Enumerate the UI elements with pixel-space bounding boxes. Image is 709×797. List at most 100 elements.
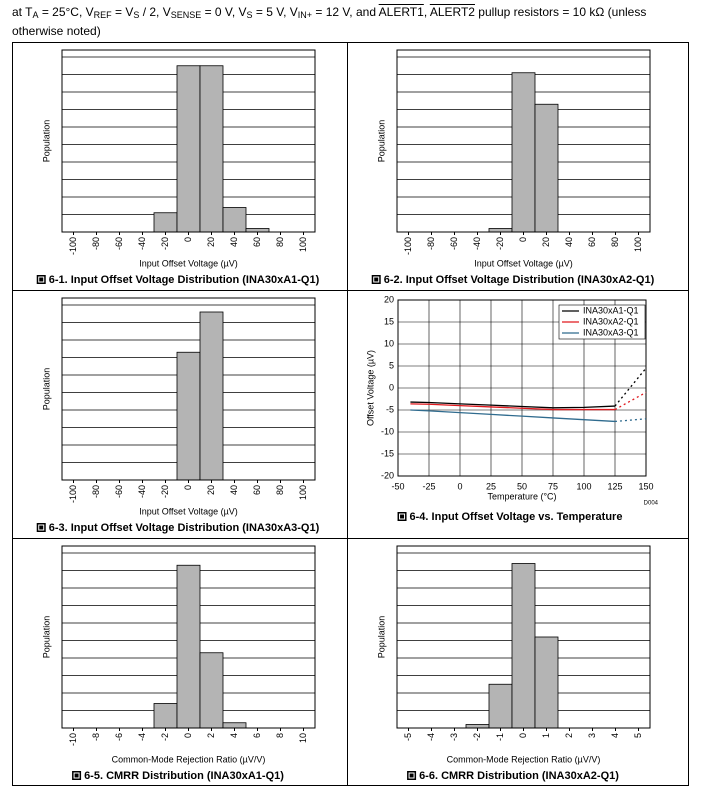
x-axis-label: Temperature (°C) [487,491,556,501]
x-tick-label: -40 [472,237,482,250]
x-tick-label: 20 [206,237,216,247]
header-text: ALERT1 [378,5,424,19]
figure-caption: 6-6. CMRR Distribution (INA30xA2-Q1) [419,770,619,782]
figure-icon-inner [73,772,80,779]
y-tick-label: -15 [381,448,394,458]
x-tick-label: 75 [548,481,558,491]
header-text: = 5 V, V [252,5,298,19]
x-axis-label: Input Offset Voltage (µV) [474,258,573,268]
x-tick-label: 125 [607,481,622,491]
x-tick-label: -20 [495,237,505,250]
bar [222,207,247,233]
x-tick-label: 60 [252,485,262,495]
y-axis-label: Population [41,368,51,411]
bar [176,65,201,233]
y-tick-label: -10 [381,426,394,436]
data-line [410,403,615,411]
x-tick-label: 100 [298,485,308,500]
y-tick-label: 0 [389,382,394,392]
header-text: / 2, V [139,5,171,19]
extrapolated-line [614,367,647,407]
x-tick-label: -60 [114,485,124,498]
header-text: ALERT2 [429,5,475,19]
bar [488,683,513,729]
figure-caption: 6-5. CMRR Distribution (INA30xA1-Q1) [84,770,284,782]
x-tick-label: 100 [633,237,643,252]
x-tick-label: 4 [229,733,239,738]
y-tick-label: 20 [384,294,394,304]
x-tick-label: 6 [252,733,262,738]
x-tick-label: -20 [160,485,170,498]
x-tick-label: -10 [68,733,78,746]
x-tick-label: -2 [472,733,482,741]
figure-icon-inner [38,524,45,531]
figure-icon [36,523,46,532]
grid-border [12,42,689,786]
x-axis-label: Common-Mode Rejection Ratio (µV/V) [112,754,266,764]
figure-icon-inner [399,513,406,520]
x-tick-label: 40 [564,237,574,247]
x-tick-label: -40 [137,237,147,250]
header-text: REF [93,10,112,20]
bar [199,311,224,481]
figure-caption: 6-3. Input Offset Voltage Distribution (… [49,522,320,534]
y-tick-label: 5 [389,360,394,370]
y-tick-label: -20 [381,470,394,480]
x-tick-label: 20 [541,237,551,247]
figure-icon [407,771,417,780]
extrapolated-line [614,418,647,423]
x-axis-label: Input Offset Voltage (µV) [139,258,238,268]
x-tick-label: 60 [252,237,262,247]
x-tick-label: 80 [275,237,285,247]
header: at TA = 25°C, VREF = VS / 2, VSENSE = 0 … [12,4,692,39]
x-tick-label: -20 [160,237,170,250]
x-tick-label: 8 [275,733,285,738]
data-line [410,401,616,409]
bar [465,724,490,729]
y-axis-label: Population [376,120,386,163]
figure-icon [397,512,407,521]
x-tick-label: 40 [229,485,239,495]
x-tick-label: 40 [229,237,239,247]
header-text: pullup resistors = 10 kΩ (unless otherwi… [12,5,647,38]
bar [199,652,224,729]
y-axis-label: Population [376,616,386,659]
y-axis-label: Population [41,120,51,163]
figure-icon [371,275,381,284]
bar [511,563,536,729]
x-tick-label: -5 [403,733,413,741]
x-tick-label: 0 [183,237,193,242]
legend-label: INA30xA3-Q1 [583,327,639,337]
x-tick-label: 0 [183,485,193,490]
header-text: = 0 V, V [201,5,247,19]
bar [222,722,247,729]
x-tick-label: -6 [114,733,124,741]
x-tick-label: 150 [638,481,653,491]
bar [534,636,559,729]
x-tick-label: 80 [275,485,285,495]
header-text: IN+ [297,10,313,20]
bar [511,72,536,233]
y-tick-label: 15 [384,316,394,326]
bar [534,103,559,233]
y-tick-label: 10 [384,338,394,348]
header-text: S [133,10,140,20]
legend-label: INA30xA2-Q1 [583,316,639,326]
plot-frame [397,299,647,477]
x-tick-label: 100 [298,237,308,252]
x-tick-label: 10 [298,733,308,743]
x-tick-label: -100 [403,237,413,255]
extrapolated-line [614,391,647,411]
header-text: A [32,10,39,20]
x-tick-label: 3 [587,733,597,738]
y-axis-label: Population [41,616,51,659]
figure-note: D004 [644,501,659,507]
figure-icon [72,771,82,780]
figure-icon-inner [38,276,45,283]
y-axis-label: Offset Voltage (µV) [365,350,375,426]
bar [245,228,270,233]
x-tick-label: -8 [91,733,101,741]
x-tick-label: -100 [68,237,78,255]
figure-icon [36,275,46,284]
